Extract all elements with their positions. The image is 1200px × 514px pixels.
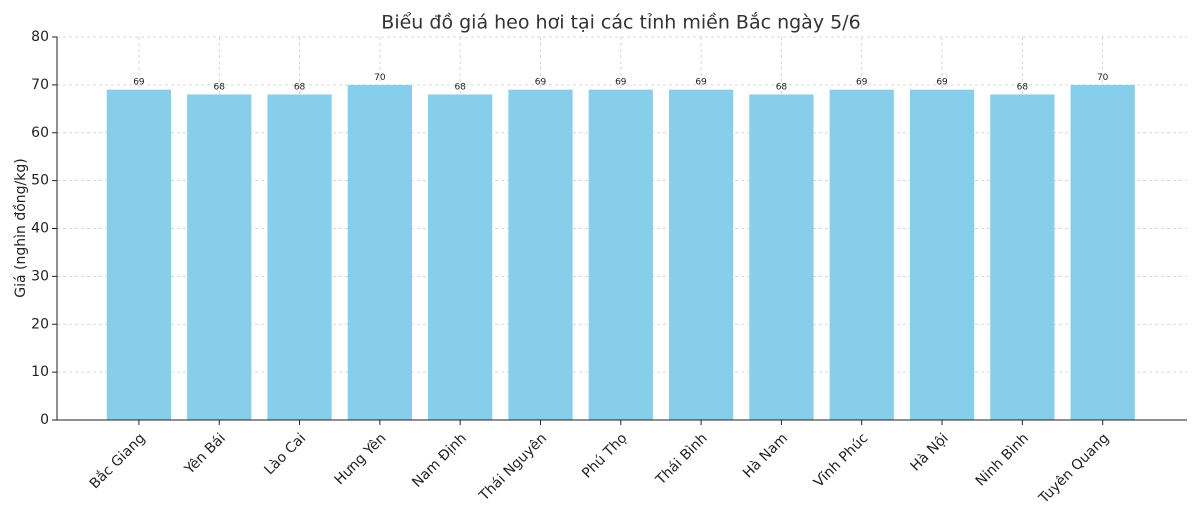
y-tick-label: 0: [40, 412, 49, 428]
data-label: 68: [454, 82, 466, 92]
bar: [588, 89, 653, 420]
x-tick-label: Tuyên Quang: [1035, 430, 1112, 507]
x-tick-label: Phú Thọ: [579, 430, 630, 481]
bar: [508, 89, 573, 420]
x-tick-label: Yên Bái: [181, 430, 229, 478]
bar: [1070, 84, 1135, 420]
data-label: 70: [1097, 73, 1109, 83]
bar: [106, 89, 172, 420]
bar: [829, 89, 894, 420]
data-label: 69: [535, 78, 547, 88]
data-label: 68: [1017, 82, 1029, 92]
bar: [990, 94, 1055, 420]
data-label: 68: [776, 82, 788, 92]
data-label: 69: [695, 78, 707, 88]
data-label: 69: [936, 78, 948, 88]
x-tick-label: Ninh Bình: [973, 430, 1032, 489]
x-tick-label: Hà Nội: [908, 430, 952, 474]
bar: [909, 89, 975, 420]
y-tick-label: 60: [31, 125, 49, 141]
data-label: 69: [615, 78, 627, 88]
x-tick-label: Bắc Giang: [86, 430, 149, 493]
data-label: 69: [133, 78, 145, 88]
bar: [267, 94, 332, 420]
bar: [668, 89, 734, 420]
x-tick-label: Nam Định: [409, 430, 470, 491]
y-tick-label: 70: [31, 77, 49, 93]
bar: [187, 94, 252, 420]
data-label: 69: [856, 78, 868, 88]
chart-title: Biểu đồ giá heo hơi tại các tỉnh miền Bắ…: [381, 11, 860, 34]
x-tick-label: Hà Nam: [740, 430, 791, 481]
y-tick-label: 40: [31, 221, 49, 237]
x-tick-label: Vĩnh Phúc: [811, 430, 872, 491]
data-label: 68: [214, 82, 226, 92]
y-tick-label: 20: [31, 316, 49, 332]
x-tick-label: Thái Bình: [652, 430, 710, 488]
x-tick-label: Hưng Yên: [332, 430, 390, 488]
data-label: 68: [294, 82, 306, 92]
bar: [428, 94, 493, 420]
bar: [749, 94, 814, 420]
y-tick-label: 30: [31, 268, 49, 284]
y-axis-label: Giá (nghìn đồng/kg): [12, 158, 29, 297]
y-tick-label: 10: [31, 364, 49, 380]
y-tick-label: 50: [31, 173, 49, 189]
bar: [347, 84, 412, 420]
x-tick-label: Thái Nguyên: [476, 430, 551, 505]
y-tick-label: 80: [31, 29, 49, 45]
x-tick-label: Lào Cai: [261, 430, 309, 478]
data-label: 70: [374, 73, 386, 83]
